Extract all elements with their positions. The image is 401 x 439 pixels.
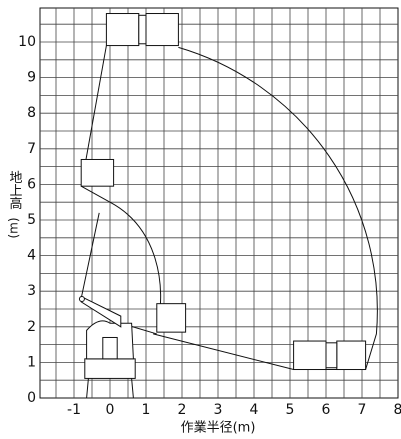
y-tick-label: 7 xyxy=(27,141,36,157)
platform xyxy=(139,15,146,43)
x-tick-label: 2 xyxy=(178,402,187,418)
y-tick-label: 6 xyxy=(27,176,36,192)
x-tick-label: 8 xyxy=(394,402,401,418)
y-tick-label: 9 xyxy=(27,70,36,86)
y-tick-label: 3 xyxy=(27,283,36,299)
x-axis-label: 作業半径(m) xyxy=(181,420,256,436)
y-tick-label: 2 xyxy=(27,319,36,335)
y-tick-label: 1 xyxy=(27,354,36,370)
platform xyxy=(106,14,138,46)
y-tick-label: 10 xyxy=(18,34,36,50)
outrigger xyxy=(87,378,89,398)
x-tick-label: 6 xyxy=(322,402,331,418)
y-axis-label: 地上高 xyxy=(7,171,23,210)
y-tick-label: 5 xyxy=(27,212,36,228)
y-tick-label: 0 xyxy=(27,390,36,406)
x-tick-label: 5 xyxy=(286,402,295,418)
x-tick-label: 0 xyxy=(106,402,115,418)
vehicle-body xyxy=(85,359,135,379)
vehicle-box xyxy=(103,337,117,358)
platform xyxy=(326,343,337,368)
x-tick-label: -1 xyxy=(67,402,81,418)
platform xyxy=(294,341,326,369)
platform xyxy=(81,159,113,186)
platform xyxy=(146,14,178,46)
diagram: 作業半径(m) 地上高 (m) -1 0 1 2 3 4 5 6 7 8 0 1 2 3 4 5 6 7 8 9 10 xyxy=(0,0,401,439)
x-tick-label: 3 xyxy=(214,402,223,418)
y-axis-unit: (m) xyxy=(7,217,21,238)
x-tick-label: 7 xyxy=(358,402,367,418)
platform xyxy=(157,304,186,332)
boom-pivot xyxy=(79,297,84,302)
y-tick-label: 8 xyxy=(27,105,36,121)
platform xyxy=(337,341,366,369)
y-tick-label: 4 xyxy=(27,248,36,264)
outrigger xyxy=(132,378,134,398)
x-tick-label: 4 xyxy=(250,402,259,418)
x-tick-label: 1 xyxy=(142,402,151,418)
